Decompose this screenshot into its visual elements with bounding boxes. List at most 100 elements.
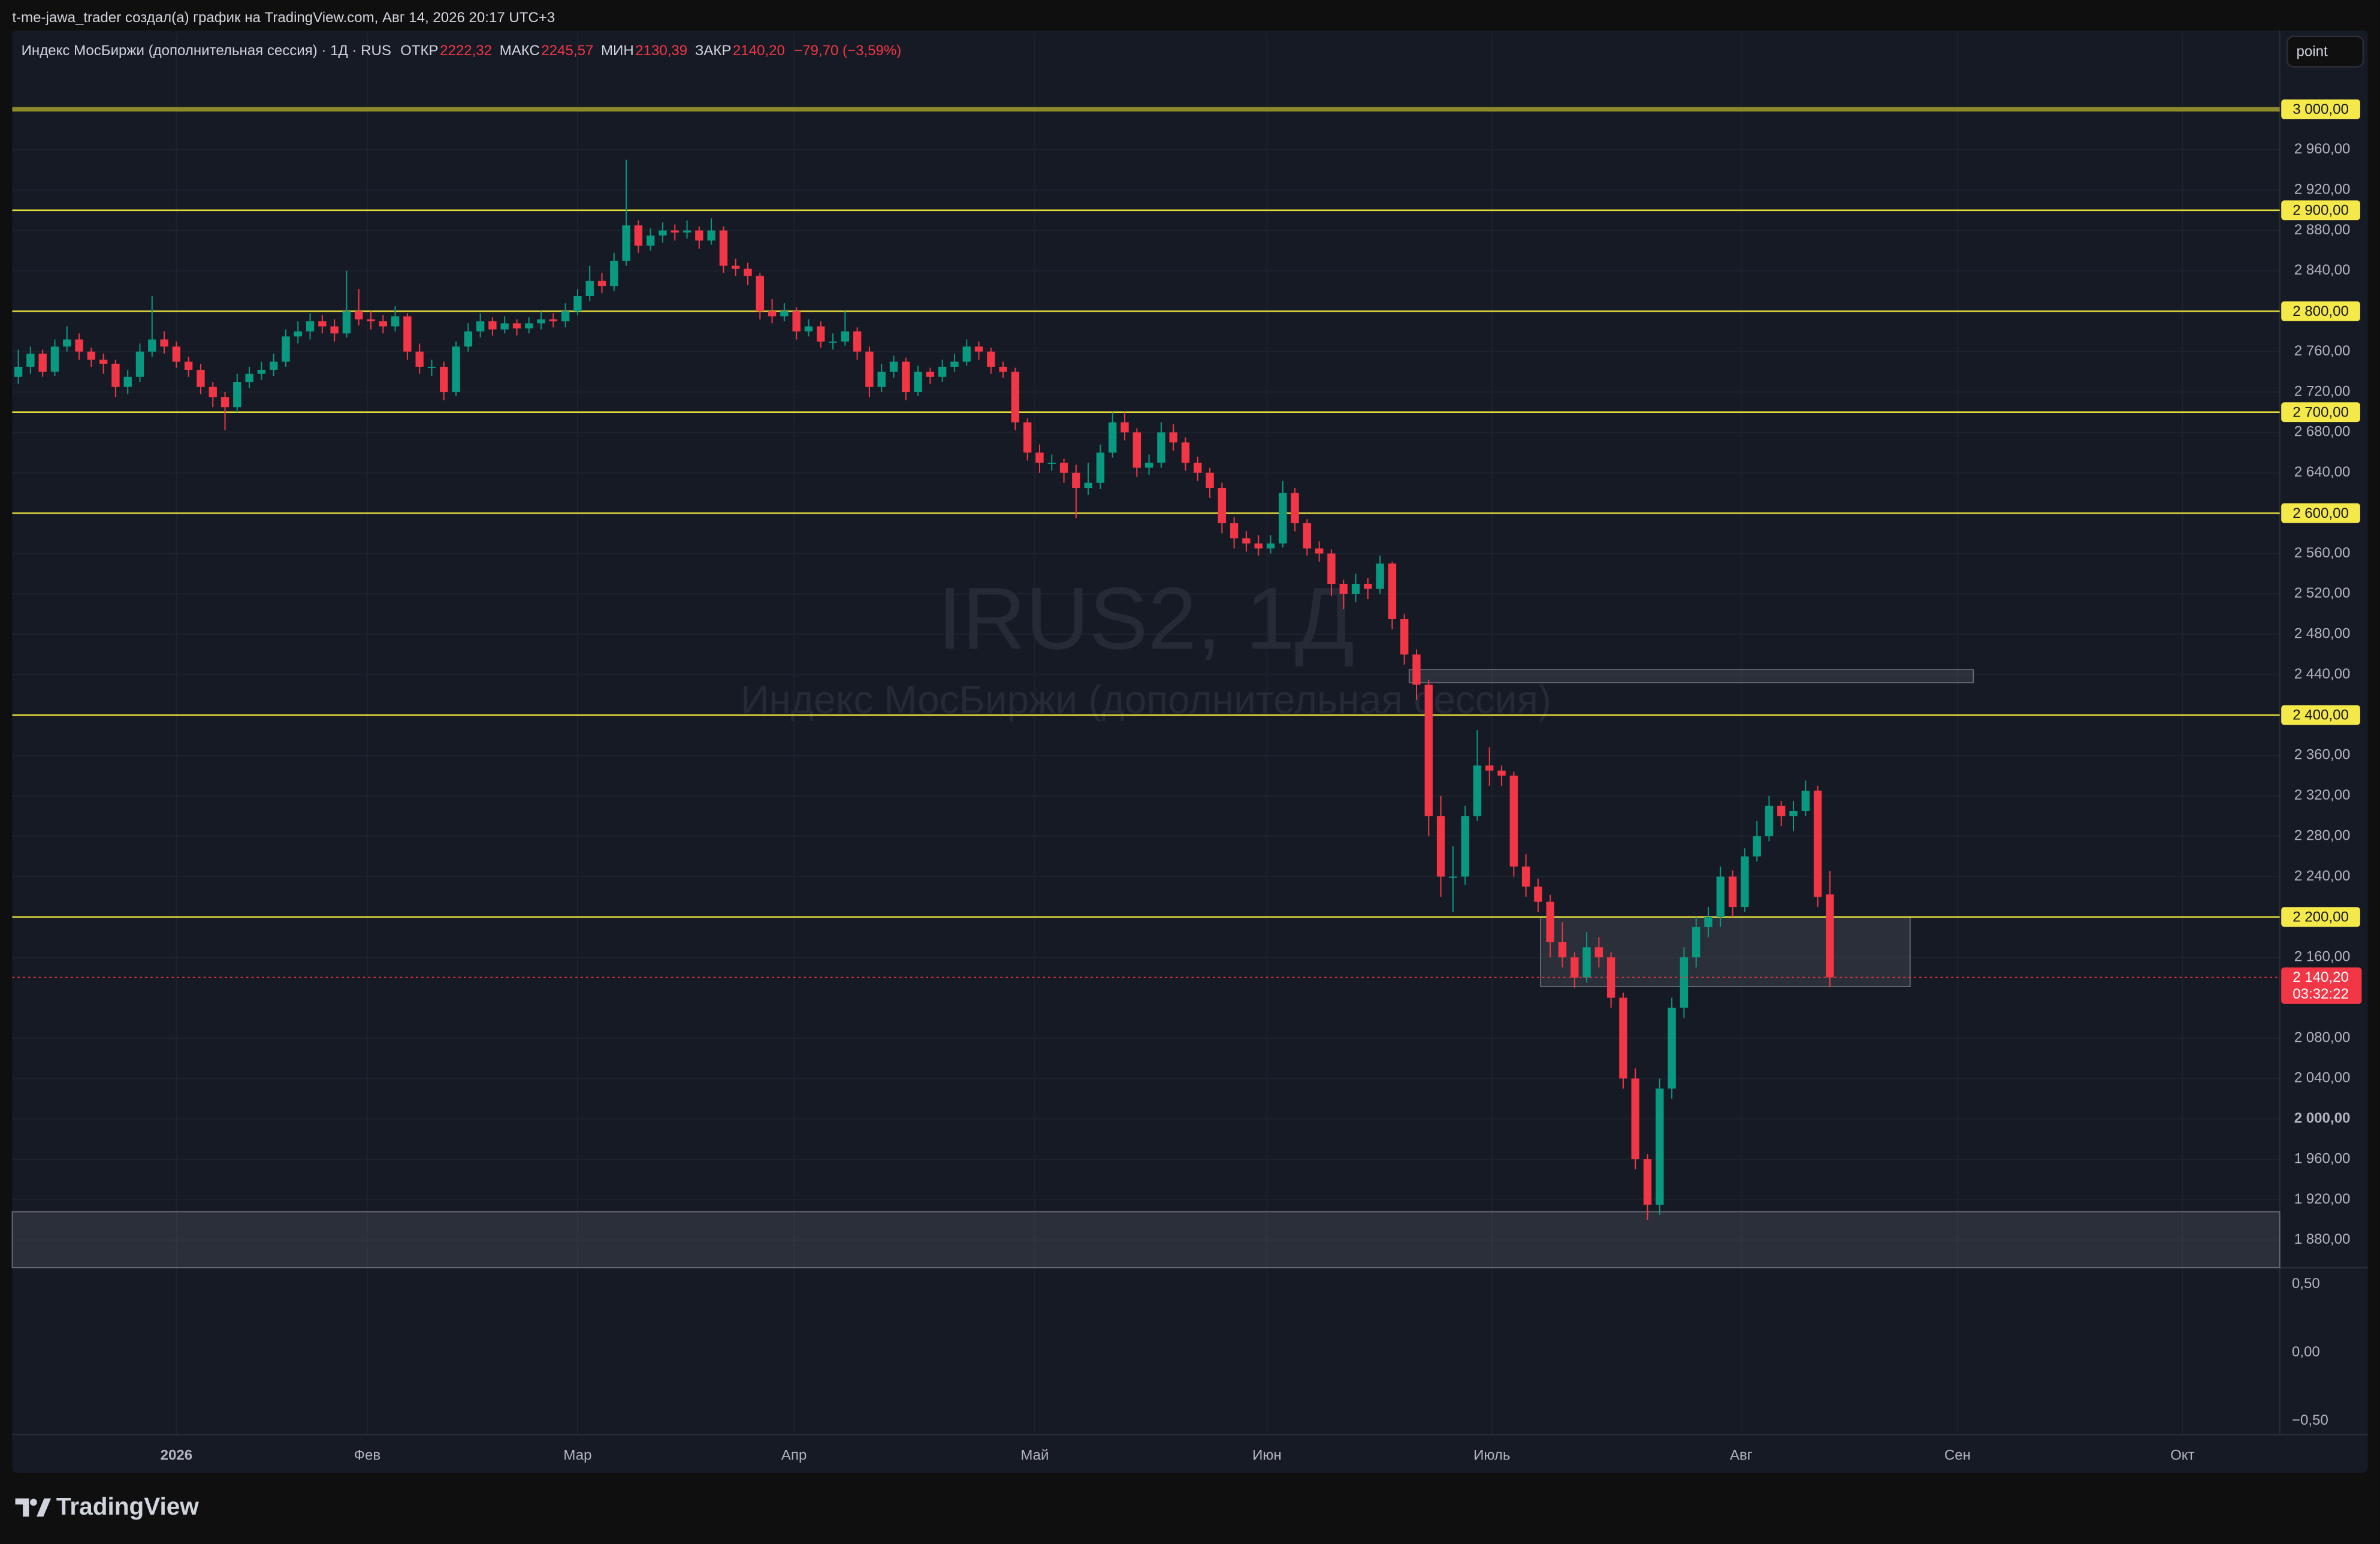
candle-body bbox=[1485, 765, 1494, 771]
watermark-title: IRUS2, 1Д bbox=[938, 569, 1355, 668]
candle-body bbox=[926, 372, 935, 377]
point-button[interactable] bbox=[2287, 35, 2364, 68]
y-tick-label: 2 160,00 bbox=[2294, 949, 2351, 965]
candle-body bbox=[1059, 462, 1068, 473]
legend-key: ЗАКР bbox=[695, 43, 732, 59]
x-tick-label: Май bbox=[1020, 1447, 1049, 1463]
y-tick-label: 2 720,00 bbox=[2294, 383, 2351, 399]
candle-body bbox=[50, 346, 59, 372]
y-tick-label: 2 640,00 bbox=[2294, 464, 2351, 480]
candle-body bbox=[1120, 422, 1129, 433]
logo-text: TradingView bbox=[56, 1492, 199, 1520]
candle-body bbox=[999, 366, 1007, 372]
level-label-box bbox=[2281, 99, 2360, 119]
candle-body bbox=[877, 372, 886, 387]
candle-body bbox=[719, 230, 728, 266]
legend-value: 2222,32 bbox=[440, 43, 492, 59]
y-tick-label: 2 000,00 bbox=[2294, 1110, 2351, 1126]
candle-body bbox=[209, 387, 217, 397]
y-tick-label: 1 880,00 bbox=[2294, 1231, 2351, 1247]
x-tick-label: Апр bbox=[781, 1447, 807, 1463]
zone bbox=[1408, 669, 1974, 683]
candle-body bbox=[1765, 806, 1774, 837]
candle-body bbox=[1279, 493, 1287, 544]
x-tick-label: Июн bbox=[1252, 1447, 1282, 1463]
candle-body bbox=[1534, 886, 1542, 902]
candle-body bbox=[257, 369, 266, 374]
candle-body bbox=[1388, 563, 1397, 619]
candle-body bbox=[1303, 523, 1312, 549]
point-button-label[interactable]: point bbox=[2297, 44, 2328, 60]
candle-body bbox=[1109, 422, 1117, 453]
y-tick-label: 2 560,00 bbox=[2294, 545, 2351, 561]
candle-body bbox=[294, 331, 302, 337]
y-tick-label: 2 520,00 bbox=[2294, 585, 2351, 601]
candle-body bbox=[269, 361, 278, 370]
candle-body bbox=[1546, 901, 1554, 942]
candle-body bbox=[1461, 816, 1469, 877]
candle-body bbox=[38, 353, 47, 372]
candle-body bbox=[63, 339, 71, 347]
candle-body bbox=[525, 323, 533, 328]
candle-body bbox=[1376, 563, 1384, 589]
candle-body bbox=[330, 326, 339, 334]
candle-body bbox=[415, 351, 424, 367]
candle-body bbox=[537, 319, 545, 324]
y-tick-label: 2 920,00 bbox=[2294, 181, 2351, 197]
candle-body bbox=[1643, 1159, 1652, 1205]
candle-body bbox=[160, 339, 168, 347]
level-label: 2 800,00 bbox=[2293, 303, 2349, 319]
legend-key: МИН bbox=[601, 43, 634, 59]
candle-body bbox=[123, 376, 132, 387]
candle-body bbox=[1789, 811, 1798, 816]
y-tick-label: 2 080,00 bbox=[2294, 1029, 2351, 1045]
legend: Индекс МосБиржи (дополнительная сессия) … bbox=[22, 43, 902, 59]
level-label: 2 600,00 bbox=[2293, 505, 2349, 521]
candle-body bbox=[440, 366, 448, 393]
y-tick-label: 1 920,00 bbox=[2294, 1191, 2351, 1207]
legend-change: −79,70 (−3,59%) bbox=[794, 43, 901, 59]
candle-body bbox=[318, 321, 327, 327]
indicator-tick-label: 0,50 bbox=[2292, 1275, 2320, 1292]
candle-body bbox=[1242, 538, 1251, 544]
candle-body bbox=[135, 351, 144, 377]
candle-body bbox=[1728, 876, 1737, 907]
y-tick-label: 2 680,00 bbox=[2294, 424, 2351, 440]
x-tick-label: Окт bbox=[2170, 1447, 2195, 1463]
y-tick-label: 2 240,00 bbox=[2294, 868, 2351, 884]
x-tick-label: Авг bbox=[1730, 1447, 1753, 1463]
logo-icon bbox=[15, 1498, 29, 1517]
candle-body bbox=[148, 339, 156, 352]
candle-body bbox=[99, 360, 108, 364]
x-tick-label: 2026 bbox=[161, 1447, 193, 1463]
candle-body bbox=[1826, 894, 1834, 978]
candle-body bbox=[1813, 791, 1822, 897]
candle-body bbox=[1157, 432, 1165, 463]
candle-body bbox=[367, 319, 375, 322]
x-tick-label: Июль bbox=[1473, 1447, 1510, 1463]
candle-body bbox=[1521, 866, 1530, 887]
candle-body bbox=[1424, 684, 1433, 816]
candle-body bbox=[561, 311, 570, 322]
candle-body bbox=[622, 225, 630, 261]
zone bbox=[11, 1211, 2281, 1268]
candle-body bbox=[756, 276, 765, 312]
level-label-box bbox=[2281, 503, 2360, 523]
candle-body bbox=[1473, 765, 1482, 816]
last-price-box bbox=[2281, 967, 2362, 1004]
candle-body bbox=[804, 326, 813, 331]
candle-body bbox=[1570, 957, 1579, 978]
candle-body bbox=[512, 323, 521, 328]
candle-body bbox=[1230, 523, 1239, 539]
candle-body bbox=[768, 311, 777, 316]
candle-body bbox=[1777, 806, 1786, 816]
candle-body bbox=[1194, 462, 1202, 473]
level-label: 3 000,00 bbox=[2293, 101, 2349, 117]
level-label: 2 200,00 bbox=[2293, 909, 2349, 925]
level-label-box bbox=[2281, 402, 2360, 423]
candle-body bbox=[1509, 776, 1518, 867]
y-tick-label: 2 760,00 bbox=[2294, 343, 2351, 359]
candle-body bbox=[1680, 957, 1689, 1008]
candle-body bbox=[1692, 927, 1701, 958]
candle-body bbox=[1364, 584, 1372, 589]
